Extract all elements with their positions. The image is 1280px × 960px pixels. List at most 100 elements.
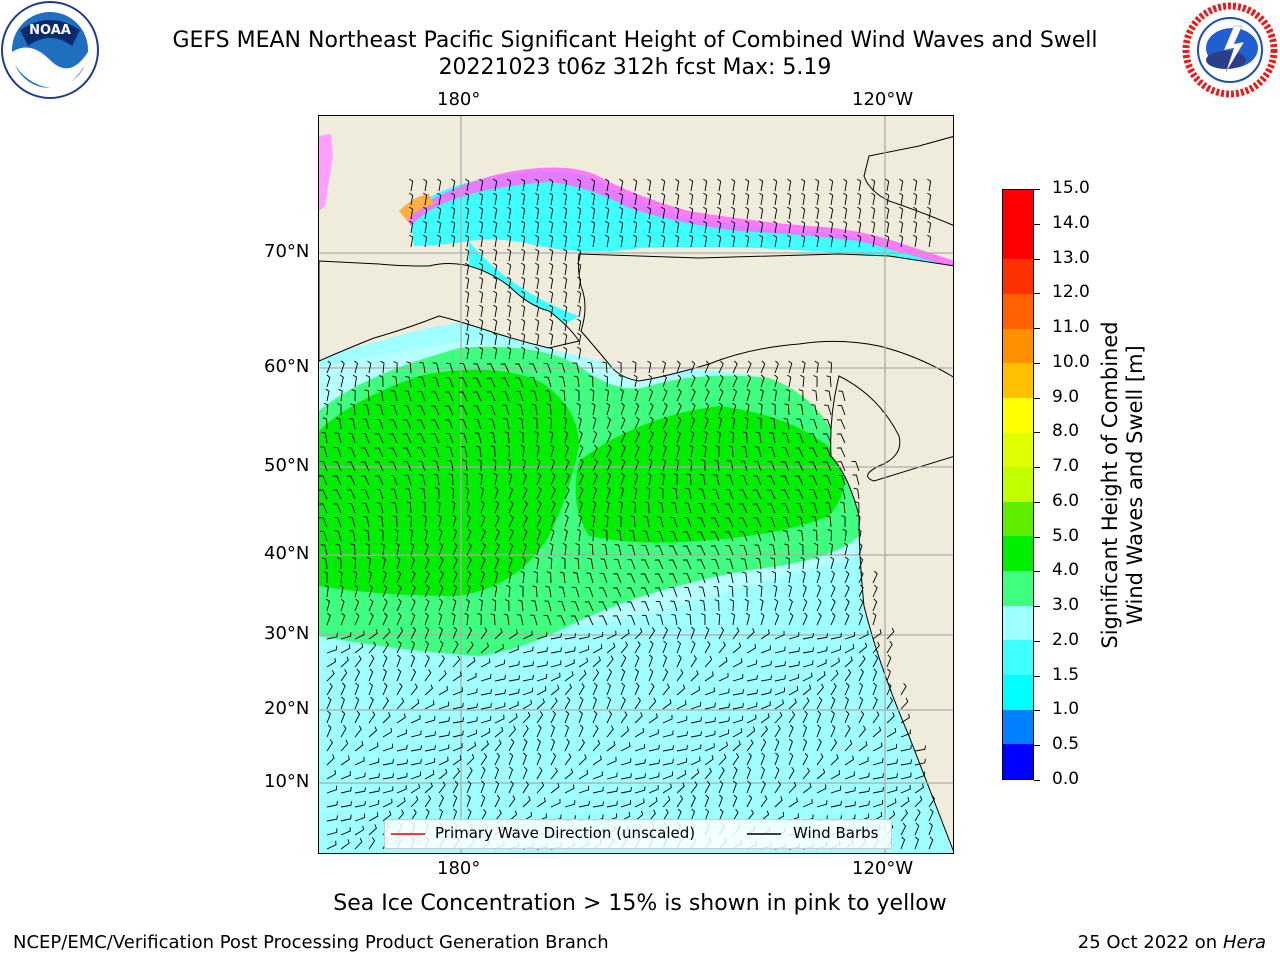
- wind-barb: [690, 717, 702, 724]
- wind-barb: [767, 461, 776, 472]
- wind-barb: [405, 376, 412, 388]
- colorbar-tick-label: 8.0: [1052, 421, 1080, 442]
- wind-barb: [676, 700, 687, 710]
- wind-barb: [451, 500, 456, 514]
- wind-barb: [382, 727, 393, 738]
- wind-barb: [773, 584, 778, 598]
- wind-barb: [634, 444, 640, 458]
- wind-barb: [522, 766, 528, 780]
- wind-barb: [325, 598, 330, 612]
- wind-barb: [718, 626, 725, 640]
- wind-barb: [844, 739, 853, 752]
- wind-barb: [409, 234, 414, 248]
- wind-barb: [858, 696, 864, 710]
- wind-barb: [634, 641, 641, 654]
- wind-barb: [648, 759, 661, 766]
- wind-barb: [871, 178, 876, 192]
- wind-barb: [662, 745, 675, 752]
- wind-barb: [478, 598, 483, 612]
- wind-barb: [927, 220, 932, 234]
- wind-barb: [731, 234, 736, 248]
- wind-barb: [522, 796, 531, 808]
- colorbar-tick-mark: [1034, 189, 1040, 190]
- wind-barb: [592, 682, 598, 696]
- wind-barb: [547, 416, 553, 430]
- wind-barb: [479, 332, 484, 346]
- wind-barb: [319, 475, 328, 486]
- wind-barb: [615, 529, 622, 542]
- wind-barb: [886, 798, 897, 808]
- wind-barb: [402, 447, 412, 458]
- wind-barb: [839, 501, 846, 514]
- wind-barb: [732, 809, 739, 822]
- wind-barb: [322, 417, 328, 430]
- wind-barb: [379, 529, 384, 541]
- wind-barb: [480, 642, 490, 654]
- wind-barb: [530, 614, 538, 626]
- wind-barb: [844, 598, 850, 612]
- wind-barb: [676, 795, 684, 808]
- wind-barb: [493, 262, 498, 276]
- wind-barb: [472, 377, 482, 388]
- wind-barb: [396, 759, 409, 766]
- wind-barb: [606, 668, 613, 682]
- wind-barb: [754, 544, 762, 556]
- wind-barb: [760, 660, 772, 668]
- wind-barb: [549, 290, 554, 304]
- wind-barb: [718, 780, 724, 794]
- wind-barb: [802, 598, 808, 612]
- wind-barb: [729, 430, 734, 444]
- wind-barb: [423, 192, 428, 206]
- wind-barb: [362, 418, 370, 430]
- wind-barb: [731, 206, 736, 220]
- wind-barb: [885, 220, 890, 234]
- wind-barb: [466, 794, 471, 808]
- wind-barb: [626, 573, 636, 584]
- wind-barb: [690, 626, 695, 640]
- wind-barb: [494, 702, 506, 710]
- wind-barb: [801, 206, 806, 220]
- wind-barb: [718, 656, 728, 668]
- wind-barb: [333, 517, 342, 528]
- wind-barb: [326, 724, 332, 738]
- wind-barb: [536, 472, 542, 486]
- wind-barb: [724, 503, 734, 514]
- wind-barb: [550, 486, 556, 500]
- wind-barb: [634, 759, 646, 766]
- wind-barb: [760, 360, 766, 374]
- wind-barb: [697, 572, 706, 584]
- lat-label-20n: 20°N: [264, 698, 310, 719]
- wind-barb: [424, 626, 430, 640]
- wind-barb: [410, 745, 423, 752]
- wind-barb: [800, 374, 805, 388]
- wind-barb: [424, 808, 430, 822]
- wind-barb: [473, 405, 482, 416]
- wind-barb: [326, 840, 337, 850]
- wind-barb: [914, 783, 924, 794]
- wind-barb: [781, 447, 790, 458]
- wind-barb: [577, 318, 582, 332]
- wind-barb: [388, 447, 398, 458]
- wind-barb: [592, 416, 597, 430]
- wind-barb: [410, 683, 418, 696]
- wind-barb: [389, 475, 398, 486]
- wind-barb: [927, 192, 932, 206]
- wind-barb: [592, 644, 603, 654]
- wind-barb: [696, 545, 706, 556]
- wind-barb: [815, 206, 820, 220]
- wind-barb: [480, 528, 486, 542]
- wind-barb: [521, 178, 526, 192]
- wind-legend-swatch: [747, 833, 781, 835]
- wind-barb: [844, 556, 849, 570]
- wind-barb: [634, 810, 644, 822]
- wind-barb: [830, 645, 841, 654]
- wind-barb: [493, 234, 498, 248]
- wind-barb: [491, 598, 497, 612]
- wind-barb: [620, 641, 629, 654]
- wind-barb: [346, 461, 356, 472]
- wind-barb: [410, 758, 422, 766]
- wind-barb: [662, 783, 672, 794]
- wind-barb: [746, 726, 756, 738]
- wind-barb: [759, 220, 764, 234]
- wind-barb: [432, 460, 440, 472]
